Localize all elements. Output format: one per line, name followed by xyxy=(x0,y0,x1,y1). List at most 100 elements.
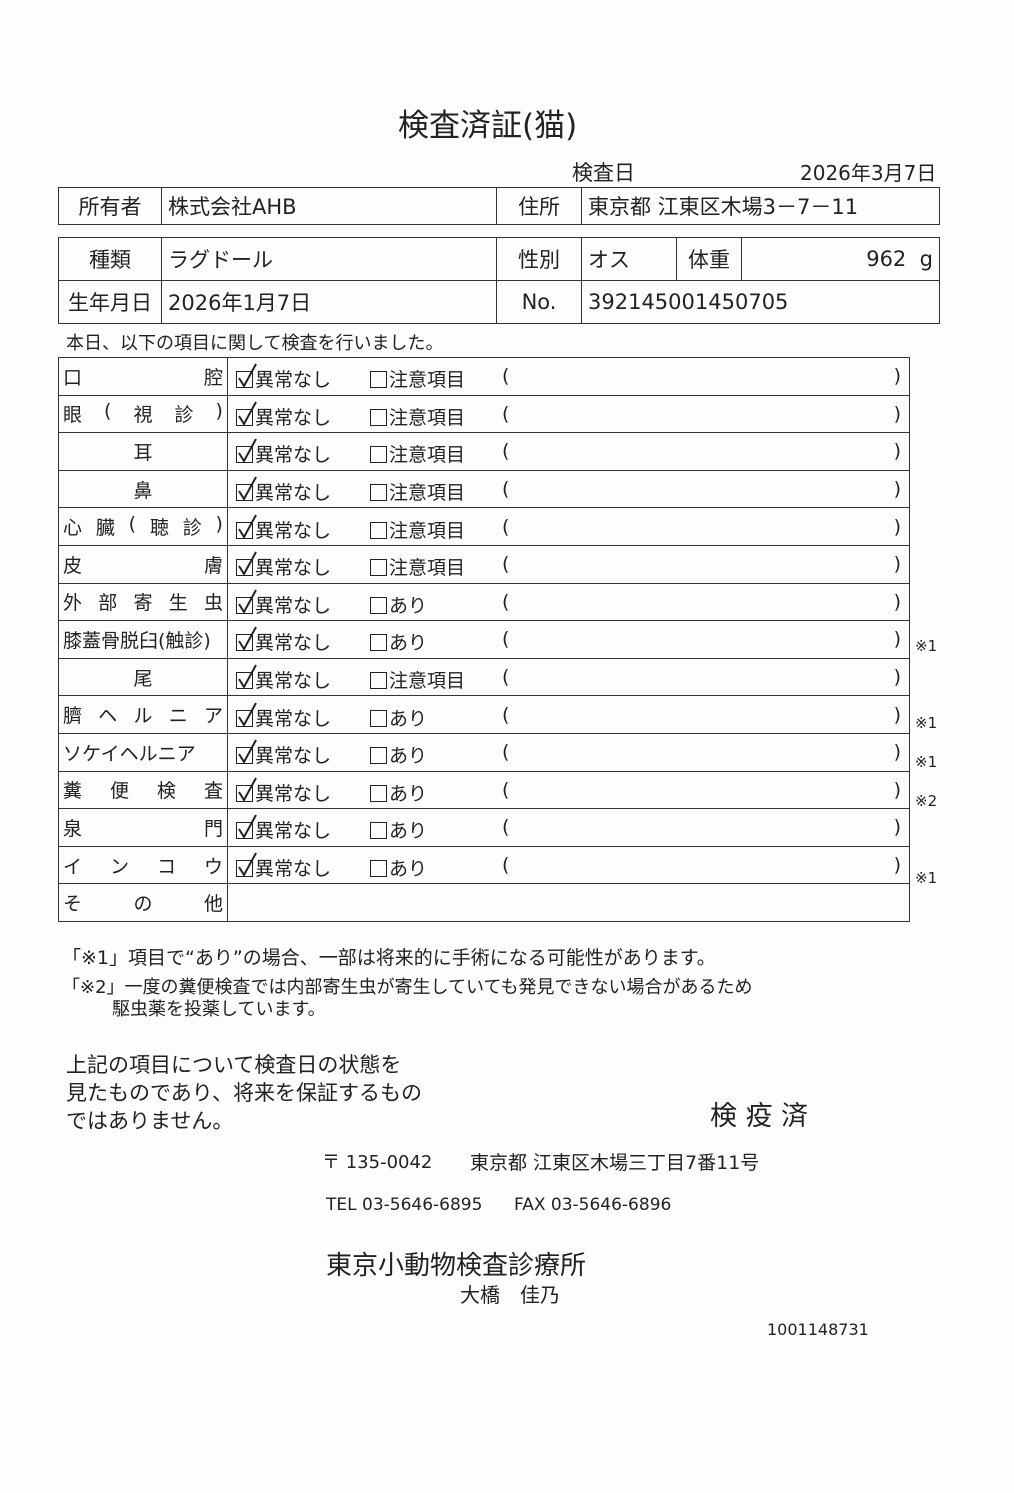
other-field[interactable] xyxy=(227,883,910,922)
paren-close: ) xyxy=(893,478,901,501)
item-label-part: ア xyxy=(203,705,223,728)
checkbox-icon[interactable] xyxy=(370,709,387,727)
checkbox-checked-icon[interactable] xyxy=(236,814,257,840)
attention-option[interactable]: 注意項目 xyxy=(370,478,465,505)
normal-option[interactable]: 異常なし xyxy=(236,363,331,392)
checkbox-icon[interactable] xyxy=(370,860,387,878)
attention-option[interactable]: 注意項目 xyxy=(370,365,465,392)
checkbox-checked-icon[interactable] xyxy=(236,777,257,802)
checkbox-icon[interactable] xyxy=(370,672,387,690)
checkbox-checked-icon[interactable] xyxy=(236,852,257,878)
checkbox-checked-icon[interactable] xyxy=(236,739,257,765)
disclaimer-line: 見たものであり、将来を保証するもの xyxy=(66,1081,422,1105)
item-label-part: 泉 xyxy=(63,817,83,840)
checkbox-icon[interactable] xyxy=(370,822,387,840)
attention-label: 注意項目 xyxy=(389,557,466,580)
item-label-part: 耳 xyxy=(133,441,153,464)
paren-close: ) xyxy=(893,741,901,764)
normal-option[interactable]: 異常なし xyxy=(236,551,331,580)
item-label-part: 尾 xyxy=(133,667,153,690)
disclaimer-line: ではありません。 xyxy=(66,1109,234,1133)
normal-option[interactable]: 異常なし xyxy=(236,589,331,618)
item-label-part: 膝蓋骨脱臼(触診) xyxy=(63,629,211,652)
normal-option[interactable]: 異常なし xyxy=(236,439,331,467)
normal-label: 異常なし xyxy=(255,745,332,768)
attention-option[interactable]: あり xyxy=(370,854,427,881)
checkbox-checked-icon[interactable] xyxy=(236,626,257,652)
attention-option[interactable]: あり xyxy=(370,591,427,618)
attention-label: 注意項目 xyxy=(389,519,466,542)
checkbox-icon[interactable] xyxy=(370,484,387,502)
normal-label: 異常なし xyxy=(255,519,332,542)
normal-option[interactable]: 異常なし xyxy=(236,401,331,430)
item-label-part: 聴 xyxy=(149,517,169,540)
attention-option[interactable]: 注意項目 xyxy=(370,516,465,543)
attention-option[interactable]: 注意項目 xyxy=(370,666,465,693)
exam-item-row: イ ン コ ウ 異常なし あり ( ) xyxy=(58,845,910,885)
attention-label: 注意項目 xyxy=(389,670,466,693)
exam-item-row: 尾 異常なし 注意項目 ( ) xyxy=(58,657,910,697)
checkbox-icon[interactable] xyxy=(370,784,387,802)
address-label: 住所 xyxy=(496,187,582,225)
checkbox-checked-icon[interactable] xyxy=(236,514,257,539)
normal-option[interactable]: 異常なし xyxy=(236,514,332,543)
attention-option[interactable]: あり xyxy=(370,628,427,655)
checkbox-checked-icon[interactable] xyxy=(236,363,257,389)
item-label-part: ニ xyxy=(168,705,188,728)
weight-label: 体重 xyxy=(676,237,742,281)
attention-option[interactable]: 注意項目 xyxy=(370,440,465,467)
quarantine-stamp: 検 疫 済 xyxy=(710,1101,809,1132)
checkbox-checked-icon[interactable] xyxy=(236,702,257,727)
normal-option[interactable]: 異常なし xyxy=(236,702,331,731)
checkbox-icon[interactable] xyxy=(370,408,387,426)
paren-close: ) xyxy=(893,854,901,877)
paren-close: ) xyxy=(893,666,901,689)
paren-open: ( xyxy=(502,703,510,726)
number-label: No. xyxy=(496,280,582,324)
item-label: 尾 xyxy=(58,657,228,697)
normal-option[interactable]: 異常なし xyxy=(236,664,331,693)
normal-option[interactable]: 異常なし xyxy=(236,476,331,505)
exam-item-row: 耳 異常なし 注意項目 ( ) xyxy=(58,432,910,471)
pet-table: 種類 ラグドール 性別 オス 体重 962 g 生年月日 2026年1月7日 N… xyxy=(58,237,940,324)
item-label: 泉門 xyxy=(58,808,228,847)
normal-option[interactable]: 異常なし xyxy=(236,626,331,655)
normal-option[interactable]: 異常なし xyxy=(236,777,331,806)
checkbox-icon[interactable] xyxy=(370,446,387,464)
attention-option[interactable]: あり xyxy=(370,704,427,731)
checkbox-checked-icon[interactable] xyxy=(236,664,257,690)
attention-option[interactable]: あり xyxy=(370,816,427,843)
checkbox-icon[interactable] xyxy=(370,371,387,389)
checkbox-icon[interactable] xyxy=(370,596,387,614)
paren-close: ) xyxy=(893,816,901,839)
owner-table: 所有者 株式会社AHB 住所 東京都 江東区木場3－7－11 xyxy=(58,187,940,225)
checkbox-checked-icon[interactable] xyxy=(236,589,257,614)
normal-option[interactable]: 異常なし xyxy=(236,852,331,881)
paren-close: ) xyxy=(893,628,901,651)
footnote-1: 「※1」項目で“あり”の場合、一部は将来的に手術になる可能性があります。 xyxy=(62,947,716,969)
normal-option[interactable]: 異常なし xyxy=(236,739,332,768)
checkbox-checked-icon[interactable] xyxy=(236,439,257,464)
item-label-part: 門 xyxy=(203,817,223,840)
checkbox-checked-icon[interactable] xyxy=(236,551,257,577)
checkbox-icon[interactable] xyxy=(370,747,387,765)
normal-option[interactable]: 異常なし xyxy=(236,814,331,843)
attention-option[interactable]: 注意項目 xyxy=(370,553,465,580)
item-label-part: ヘ xyxy=(98,705,118,728)
checkbox-checked-icon[interactable] xyxy=(236,401,257,426)
paren-close: ) xyxy=(893,440,901,463)
clinic-address: 東京都 江東区木場三丁目7番11号 xyxy=(470,1152,760,1174)
attention-option[interactable]: 注意項目 xyxy=(370,403,465,430)
checkbox-icon[interactable] xyxy=(370,634,387,652)
attention-option[interactable]: あり xyxy=(370,779,427,806)
checkbox-checked-icon[interactable] xyxy=(236,476,257,502)
exam-item-row: 糞 便 検 査 異常なし あり ( ) xyxy=(58,770,910,810)
checkbox-icon[interactable] xyxy=(370,559,387,577)
attention-option[interactable]: あり xyxy=(370,741,427,768)
item-label: ソケイヘルニア xyxy=(58,732,228,772)
paren-open: ( xyxy=(502,778,510,801)
paren-open: ( xyxy=(502,402,510,425)
checkbox-icon[interactable] xyxy=(370,521,387,539)
item-label-part: 臍 xyxy=(63,705,83,728)
